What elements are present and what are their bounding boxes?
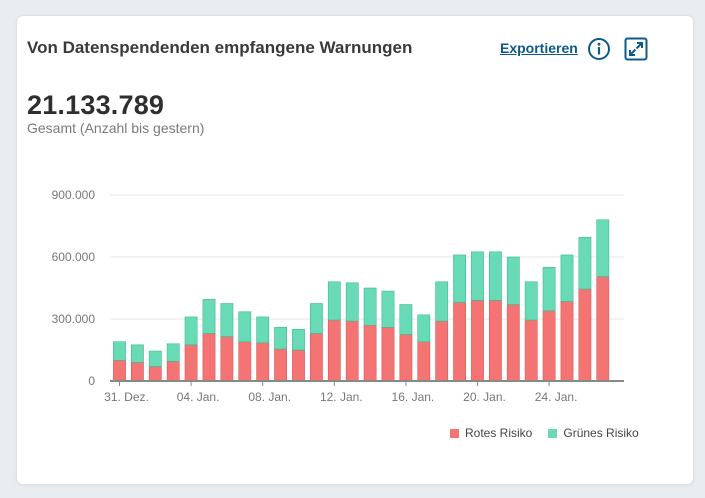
expand-icon[interactable] [624, 37, 648, 61]
bar-green [238, 311, 252, 343]
chart-legend: Rotes Risiko Grünes Risiko [450, 426, 639, 440]
bar-red [148, 366, 162, 382]
legend-label-green: Grünes Risiko [563, 426, 639, 440]
bar-red [274, 348, 287, 382]
info-circle-icon[interactable] [587, 37, 611, 61]
bar-red [363, 324, 377, 382]
y-tick-label: 300.000 [52, 312, 96, 326]
bar-green [184, 316, 198, 346]
legend-item-green[interactable]: Grünes Risiko [548, 426, 639, 440]
bar-red [202, 333, 216, 382]
bar-red [399, 334, 413, 382]
legend-item-red[interactable]: Rotes Risiko [450, 426, 532, 440]
bar-green [131, 344, 144, 363]
bar-green [381, 290, 395, 328]
bar-green [148, 350, 162, 367]
y-tick-label: 0 [88, 374, 95, 388]
total-subtitle: Gesamt (Anzahl bis gestern) [27, 120, 205, 136]
bar-green [471, 251, 484, 301]
bar-red [327, 319, 341, 382]
bar-red [345, 320, 359, 382]
bar-red [542, 310, 556, 382]
legend-swatch-green [548, 428, 558, 438]
x-tick-label: 16. Jan. [392, 390, 435, 404]
bar-red [166, 361, 180, 382]
x-tick-label: 08. Jan. [248, 390, 291, 404]
bar-green [542, 267, 556, 312]
bar-green [399, 304, 413, 335]
bar-red [417, 341, 431, 382]
bar-green [578, 237, 592, 290]
bar-red [560, 301, 574, 382]
bar-red [113, 360, 126, 382]
bar-green [327, 281, 341, 321]
bar-red [381, 326, 395, 382]
bar-green [596, 219, 610, 277]
x-tick-label: 04. Jan. [177, 390, 220, 404]
bar-green [524, 281, 538, 321]
bar-red [596, 276, 610, 382]
bar-red [453, 302, 466, 382]
legend-swatch-red [450, 428, 459, 438]
bar-red [524, 319, 538, 382]
bar-green [363, 287, 377, 326]
bar-red [256, 342, 270, 382]
bar-red [238, 341, 252, 382]
bar-red [184, 344, 198, 382]
bar-red [435, 320, 449, 382]
bar-red [488, 300, 502, 382]
bar-green [220, 303, 234, 337]
bar-green [506, 256, 520, 305]
export-link[interactable]: Exportieren [500, 40, 578, 56]
total-count: 21.133.789 [27, 90, 165, 120]
bar-green [256, 316, 270, 344]
bar-green [345, 282, 359, 322]
bar-green [435, 281, 449, 322]
bar-green [113, 341, 126, 361]
legend-label-red: Rotes Risiko [465, 426, 533, 440]
y-tick-label: 900.000 [52, 188, 96, 202]
bar-green [166, 343, 180, 362]
bar-green [560, 254, 574, 302]
bar-green [417, 314, 431, 343]
x-tick-label: 31. Dez. [104, 390, 149, 404]
bar-red [506, 304, 520, 382]
card-title: Von Datenspendenden empfangene Warnungen [27, 38, 413, 57]
bar-red [578, 288, 592, 382]
x-tick-label: 24. Jan. [535, 390, 578, 404]
x-tick-label: 20. Jan. [463, 390, 506, 404]
bar-green [202, 299, 216, 334]
bar-red [292, 349, 305, 382]
bar-green [488, 251, 502, 301]
x-tick-label: 12. Jan. [320, 390, 363, 404]
bar-green [309, 303, 323, 334]
y-tick-label: 600.000 [52, 250, 96, 264]
bar-green [274, 326, 287, 350]
bar-red [220, 336, 234, 382]
bar-green [453, 254, 466, 303]
bar-red [309, 333, 323, 382]
bar-green [292, 329, 305, 351]
bar-red [471, 300, 484, 382]
bar-red [131, 362, 144, 382]
